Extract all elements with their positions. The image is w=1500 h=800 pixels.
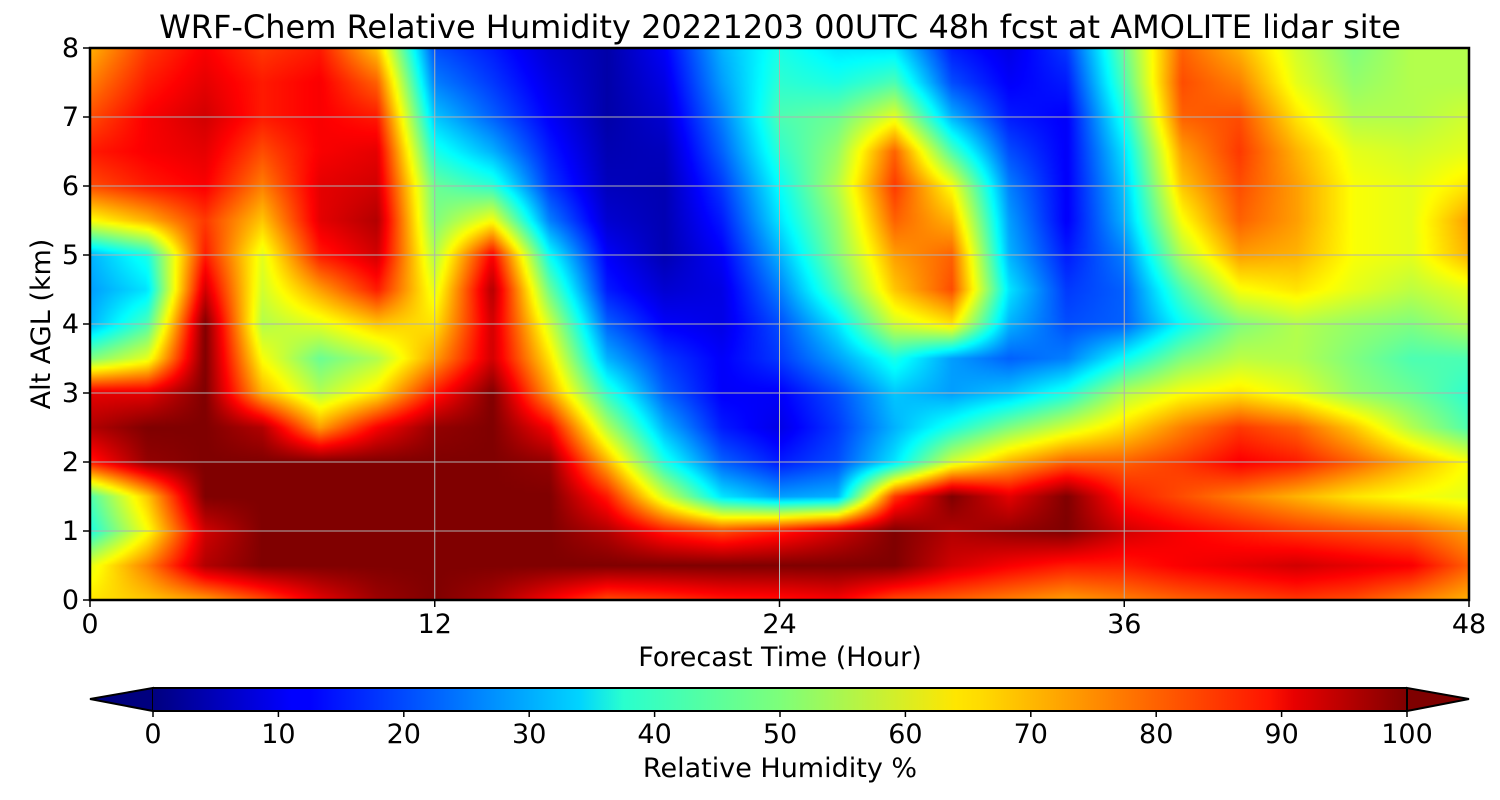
y-tick-label: 5 <box>62 240 79 271</box>
x-tick-label: 0 <box>81 609 98 640</box>
y-tick-label: 2 <box>62 447 79 478</box>
colorbar-tick-label: 80 <box>1139 719 1173 750</box>
y-tick-label: 4 <box>62 309 79 340</box>
x-axis: 0 12 24 36 48 <box>81 600 1486 640</box>
colorbar-gradient <box>153 688 1407 711</box>
y-tick-label: 1 <box>62 516 79 547</box>
x-tick-label: 48 <box>1452 609 1486 640</box>
colorbar-tick-label: 20 <box>387 719 421 750</box>
colorbar-extend-low <box>89 686 154 713</box>
colorbar-ticks: 0 10 20 30 40 50 60 70 80 90 100 <box>144 711 1433 750</box>
colorbar: 0 10 20 30 40 50 60 70 80 90 100 Relative Humidity… <box>89 686 1470 784</box>
colorbar-tick-label: 0 <box>144 719 161 750</box>
y-tick-label: 3 <box>62 378 79 409</box>
y-tick-label: 6 <box>62 171 79 202</box>
plot-area <box>88 46 1471 602</box>
y-axis: 0 1 2 3 4 5 6 7 8 <box>62 33 90 616</box>
y-axis-label: Alt AGL (km) <box>26 239 57 410</box>
colorbar-tick-label: 70 <box>1014 719 1048 750</box>
colorbar-extend-high <box>1406 686 1470 713</box>
colorbar-tick-label: 40 <box>637 719 671 750</box>
x-tick-label: 36 <box>1107 609 1141 640</box>
y-tick-label: 0 <box>62 585 79 616</box>
colorbar-tick-label: 10 <box>261 719 295 750</box>
x-axis-label: Forecast Time (Hour) <box>638 642 922 673</box>
colorbar-tick-label: 50 <box>763 719 797 750</box>
colorbar-label: Relative Humidity % <box>643 753 917 784</box>
y-tick-label: 7 <box>62 102 79 133</box>
chart-title: WRF-Chem Relative Humidity 20221203 00UT… <box>159 8 1401 46</box>
grid-lines <box>90 48 1469 600</box>
x-tick-label: 24 <box>762 609 796 640</box>
y-tick-label: 8 <box>62 33 79 64</box>
colorbar-tick-label: 100 <box>1381 719 1433 750</box>
colorbar-tick-label: 30 <box>512 719 546 750</box>
colorbar-tick-label: 60 <box>888 719 922 750</box>
x-tick-label: 12 <box>418 609 452 640</box>
colorbar-tick-label: 90 <box>1264 719 1298 750</box>
